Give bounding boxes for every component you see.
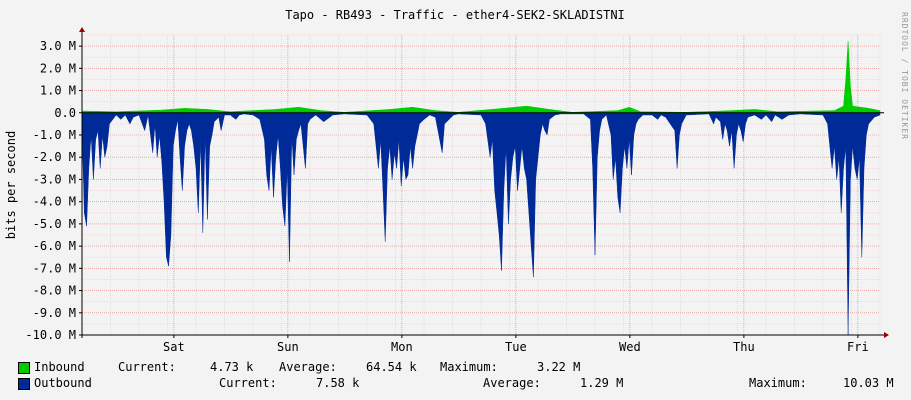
axes: [79, 27, 889, 338]
outbound-maximum-value: 10.03 M: [843, 376, 894, 390]
outbound-current-value: 7.58 k: [316, 376, 360, 390]
y-axis-arrow: [79, 27, 85, 32]
inbound-label: Inbound: [34, 360, 85, 374]
y-tick-label: -1.0 M: [33, 128, 76, 142]
chart-canvas: Tapo - RB493 - Traffic - ether4-SEK2-SKL…: [4, 8, 909, 354]
inbound-current-value: 4.73 k: [210, 360, 254, 374]
outbound-average-label: Average:: [483, 376, 541, 390]
y-tick-label: -7.0 M: [33, 261, 76, 275]
y-tick-label: -6.0 M: [33, 239, 76, 253]
x-tick-label: Mon: [391, 340, 413, 354]
legend-row-outbound: Outbound Current: 7.58 k Average: 1.29 M…: [0, 376, 911, 392]
inbound-average-value: 64.54 k: [366, 360, 417, 374]
y-tick-label: 0.0: [54, 106, 76, 120]
legend: Inbound Current: 4.73 k Average: 64.54 k…: [0, 360, 911, 400]
outbound-swatch: [18, 378, 30, 390]
y-tick-label: -10.0 M: [25, 328, 76, 342]
inbound-current-label: Current:: [118, 360, 176, 374]
x-tick-label: Sun: [277, 340, 299, 354]
inbound-swatch: [18, 362, 30, 374]
outbound-average-value: 1.29 M: [580, 376, 624, 390]
x-tick-label: Wed: [619, 340, 641, 354]
x-tick-labels: Sat Sun Mon Tue Wed Thu Fri: [163, 335, 869, 354]
series-area-outbound: [81, 112, 881, 336]
y-tick-label: 2.0 M: [40, 61, 76, 75]
y-tick-label: 3.0 M: [40, 39, 76, 53]
outbound-maximum-label: Maximum:: [749, 376, 807, 390]
y-tick-label: 1.0 M: [40, 84, 76, 98]
series-area-inbound: [81, 41, 881, 114]
y-tick-label: -9.0 M: [33, 306, 76, 320]
y-tick-label: -2.0 M: [33, 150, 76, 164]
y-axis-label: bits per second: [4, 131, 18, 239]
series-layer: [81, 41, 881, 336]
legend-row-inbound: Inbound Current: 4.73 k Average: 64.54 k…: [0, 360, 911, 376]
x-tick-label: Thu: [733, 340, 755, 354]
x-tick-label: Tue: [505, 340, 527, 354]
inbound-maximum-value: 3.22 M: [537, 360, 581, 374]
grid: [81, 34, 881, 336]
chart-title: Tapo - RB493 - Traffic - ether4-SEK2-SKL…: [285, 8, 625, 22]
y-tick-label: -4.0 M: [33, 195, 76, 209]
inbound-maximum-label: Maximum:: [440, 360, 498, 374]
x-tick-label: Fri: [847, 340, 869, 354]
y-tick-label: -8.0 M: [33, 284, 76, 298]
inbound-average-label: Average:: [279, 360, 337, 374]
outbound-label: Outbound: [34, 376, 92, 390]
y-tick-label: -3.0 M: [33, 172, 76, 186]
x-axis-arrow: [884, 332, 889, 338]
x-tick-label: Sat: [163, 340, 185, 354]
outbound-current-label: Current:: [219, 376, 277, 390]
y-tick-labels: 3.0 M 2.0 M 1.0 M 0.0 -1.0 M -2.0 M -3.0 M -4.0…: [25, 39, 82, 342]
y-tick-label: -5.0 M: [33, 217, 76, 231]
watermark: RRDTOOL / TOBI OETIKER: [900, 12, 909, 140]
